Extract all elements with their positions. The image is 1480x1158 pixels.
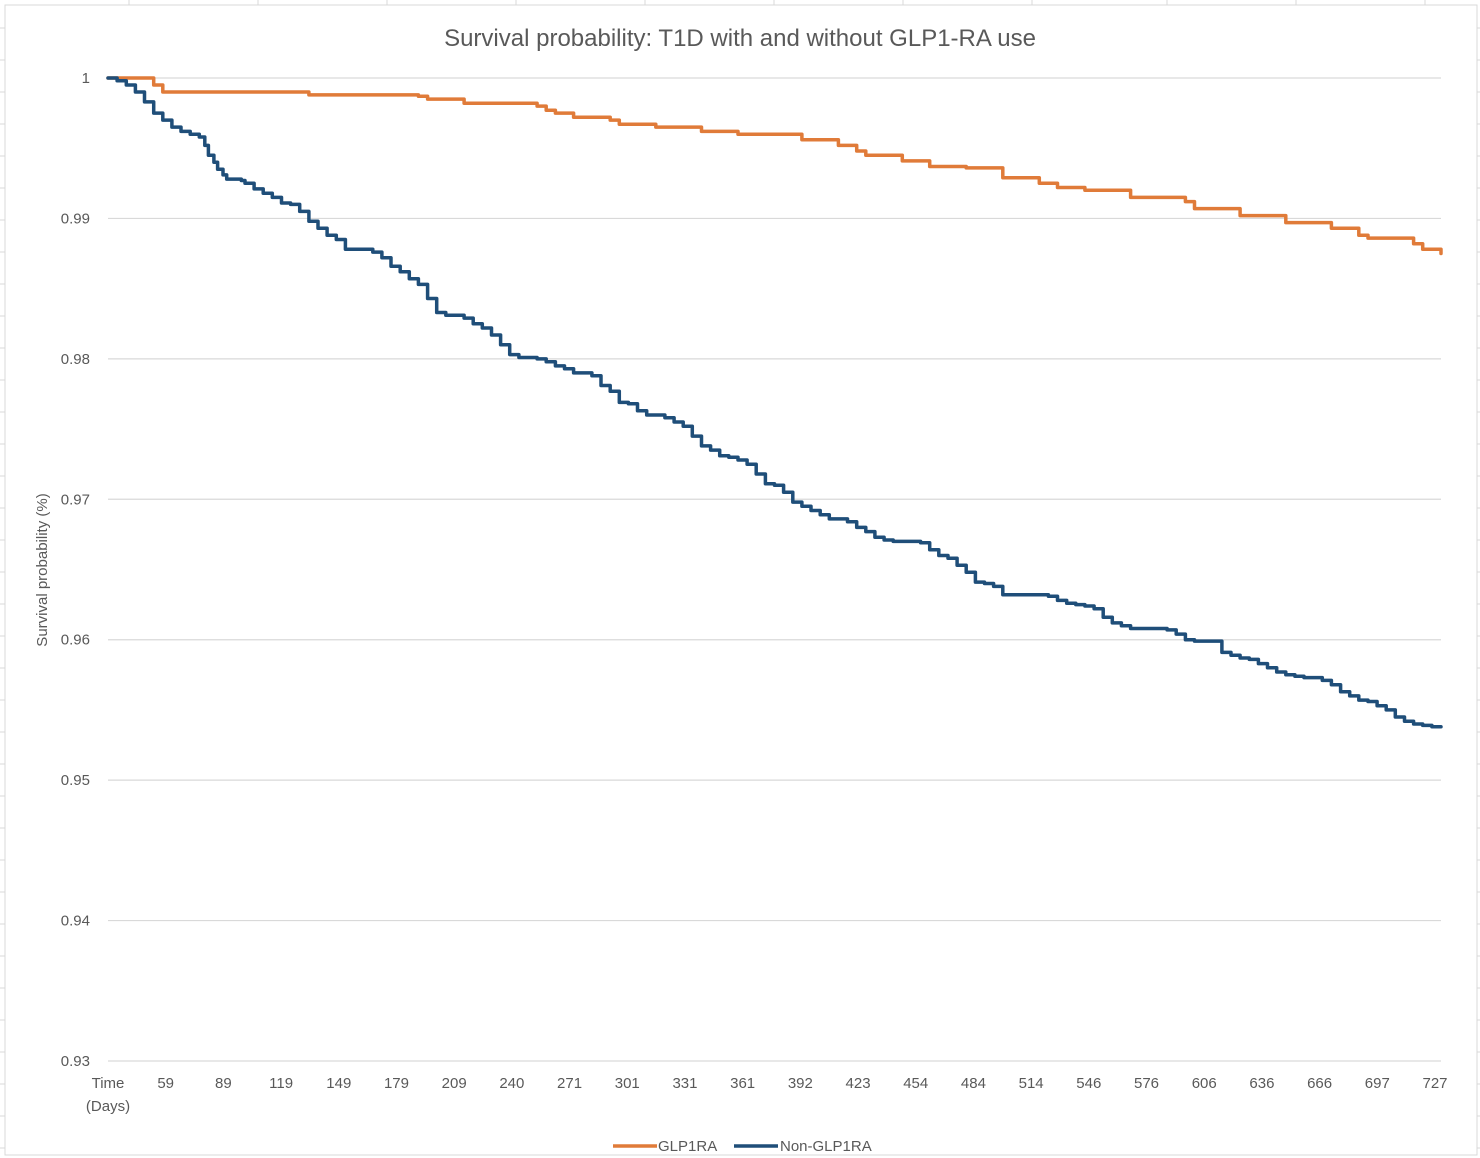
- x-tick-label: 240: [499, 1075, 524, 1092]
- x-tick-label: 576: [1134, 1075, 1159, 1092]
- series-line-glp1ra[interactable]: [106, 76, 1443, 256]
- y-tick-label: 0.98: [61, 351, 90, 368]
- legend-label-glp1ra: GLP1RA: [658, 1138, 717, 1155]
- x-tick-label: 271: [557, 1075, 582, 1092]
- x-tick-label: 149: [326, 1075, 351, 1092]
- y-axis-title: Survival probability (%): [34, 493, 51, 646]
- x-tick-label: 361: [730, 1075, 755, 1092]
- x-tick-label: 179: [384, 1075, 409, 1092]
- y-tick-label: 0.97: [61, 491, 90, 508]
- x-tick-label: 301: [615, 1075, 640, 1092]
- y-tick-label: 1: [82, 70, 90, 87]
- x-tick-label: 331: [672, 1075, 697, 1092]
- x-tick-label: 59: [157, 1075, 174, 1092]
- x-axis-title-time: Time: [92, 1075, 125, 1092]
- legend: GLP1RA Non-GLP1RA: [613, 1138, 872, 1155]
- y-tick-label: 0.95: [61, 772, 90, 789]
- x-tick-label: 727: [1422, 1075, 1447, 1092]
- x-tick-label: 666: [1307, 1075, 1332, 1092]
- x-tick-label: 546: [1076, 1075, 1101, 1092]
- x-tick-label: 636: [1249, 1075, 1274, 1092]
- y-axis-tick-labels: 0.93 0.94 0.95 0.96 0.97 0.98 0.99 1: [61, 70, 90, 1070]
- gridlines: [108, 77, 1441, 1062]
- x-tick-label: 454: [903, 1075, 928, 1092]
- x-tick-label: 89: [215, 1075, 232, 1092]
- x-tick-label: 423: [846, 1075, 871, 1092]
- series-line-non-glp1ra[interactable]: [106, 76, 1443, 729]
- y-tick-label: 0.96: [61, 632, 90, 649]
- x-tick-label: 392: [788, 1075, 813, 1092]
- x-tick-label: 209: [442, 1075, 467, 1092]
- chart-title: Survival probability: T1D with and witho…: [444, 25, 1036, 52]
- legend-label-non-glp1ra: Non-GLP1RA: [780, 1138, 872, 1155]
- x-tick-label: 119: [269, 1075, 293, 1092]
- x-axis-title-days: (Days): [86, 1098, 130, 1115]
- series-lines: [106, 76, 1443, 729]
- x-tick-label: 697: [1365, 1075, 1390, 1092]
- x-tick-label: 606: [1192, 1075, 1217, 1092]
- y-tick-label: 0.93: [61, 1053, 90, 1070]
- x-tick-label: 484: [961, 1075, 986, 1092]
- chart-area[interactable]: [4, 4, 1478, 1156]
- y-tick-label: 0.94: [61, 913, 90, 930]
- x-tick-label: 514: [1019, 1075, 1044, 1092]
- y-tick-label: 0.99: [61, 210, 90, 227]
- x-axis-tick-labels: Time (Days) 59 89 119 149 179 209 240 271 301 331…: [86, 1075, 1448, 1115]
